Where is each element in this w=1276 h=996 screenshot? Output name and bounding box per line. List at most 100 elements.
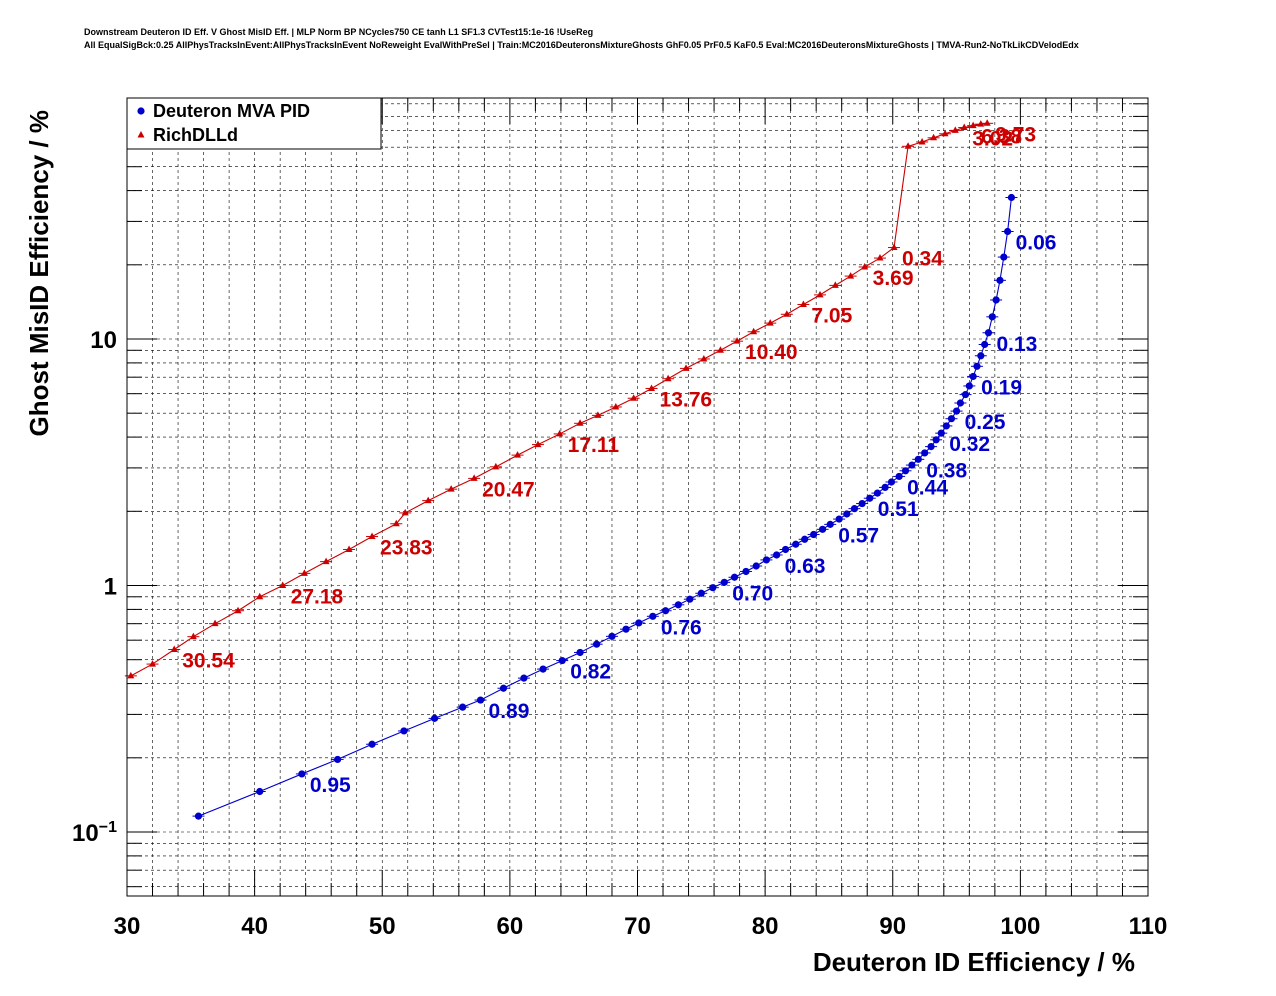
- data-point: [904, 142, 912, 149]
- data-point: [499, 684, 508, 692]
- data-point: [593, 640, 601, 648]
- legend: Deuteron MVA PID RichDLLd: [126, 97, 382, 150]
- data-point: [447, 485, 455, 492]
- data-point: [594, 411, 602, 418]
- data-point: [333, 755, 342, 764]
- data-point: [127, 671, 135, 679]
- data-point: [716, 346, 724, 353]
- point-label: 23.83: [380, 537, 433, 560]
- data-point: [941, 129, 949, 137]
- x-axis-title: Deuteron ID Efficiency / %: [813, 947, 1135, 977]
- data-point: [730, 573, 739, 581]
- data-point: [969, 372, 977, 381]
- data-point: [921, 449, 929, 457]
- data-point: [996, 276, 1004, 284]
- point-label: 0.51: [878, 498, 919, 521]
- series-layer: [124, 119, 1018, 820]
- point-label: 30.54: [182, 650, 235, 673]
- data-point: [752, 562, 760, 570]
- x-tick-label: 50: [369, 913, 396, 940]
- data-point: [981, 340, 989, 349]
- point-label: 3.69: [873, 267, 914, 290]
- data-point: [709, 584, 717, 592]
- data-point: [766, 319, 774, 326]
- data-point: [762, 556, 771, 564]
- data-point: [720, 578, 728, 586]
- data-point: [400, 727, 408, 735]
- data-point: [961, 390, 970, 399]
- data-point: [826, 520, 834, 528]
- data-point: [952, 407, 961, 415]
- legend-box: [126, 97, 382, 150]
- legend-marker-1: [137, 131, 145, 138]
- data-point: [539, 665, 547, 673]
- data-point: [861, 262, 869, 270]
- data-point: [300, 569, 308, 576]
- data-point: [459, 703, 467, 711]
- data-point: [895, 472, 903, 481]
- point-label: 0.13: [996, 333, 1037, 356]
- data-point: [914, 455, 922, 463]
- data-point: [983, 119, 991, 126]
- data-point: [520, 674, 528, 682]
- data-point: [801, 535, 809, 543]
- data-point: [697, 589, 705, 597]
- data-point: [901, 467, 910, 475]
- x-tick-label: 60: [497, 913, 524, 940]
- data-point: [792, 540, 800, 548]
- data-point: [1004, 227, 1012, 236]
- point-labels-layer: 0.95 0.89 0.82 0.76 0.70 0.63 0.57 0.510.440.38…: [182, 123, 1056, 797]
- data-point: [661, 607, 670, 615]
- data-point: [818, 525, 827, 533]
- data-point: [430, 714, 439, 722]
- data-point: [256, 787, 264, 796]
- data-point: [908, 461, 916, 469]
- data-point: [686, 595, 694, 603]
- y-tick-label: 10−1: [72, 819, 117, 847]
- x-tick-label: 40: [241, 913, 268, 940]
- x-tick-label: 70: [624, 913, 651, 940]
- data-point: [211, 619, 219, 627]
- data-point: [942, 422, 950, 430]
- data-point: [649, 612, 657, 620]
- data-point: [992, 296, 1000, 304]
- data-point: [189, 632, 197, 640]
- grid: [126, 98, 1149, 896]
- data-point: [858, 499, 866, 508]
- data-point: [843, 510, 851, 518]
- data-point: [322, 557, 330, 565]
- point-label: 0.63: [785, 555, 826, 578]
- data-point: [988, 313, 996, 321]
- data-point: [576, 419, 584, 426]
- data-point: [392, 519, 400, 527]
- data-point: [170, 645, 178, 653]
- data-point: [608, 632, 616, 640]
- y-tick-label: 1: [104, 574, 117, 601]
- data-point: [947, 415, 956, 423]
- data-point: [514, 451, 522, 458]
- data-point: [960, 123, 968, 131]
- legend-label-1: RichDLLd: [153, 125, 238, 145]
- data-point: [700, 354, 708, 362]
- data-point: [149, 660, 157, 667]
- point-label: 9.73: [995, 123, 1036, 146]
- data-point: [298, 770, 306, 778]
- point-label: 0.06: [1016, 231, 1057, 254]
- data-point: [831, 281, 839, 288]
- data-point: [835, 515, 843, 523]
- data-point: [630, 394, 638, 401]
- data-point: [674, 601, 682, 609]
- data-point: [556, 429, 564, 437]
- point-label: 0.34: [902, 248, 943, 271]
- x-tick-label: 110: [1129, 913, 1168, 940]
- data-point: [664, 374, 672, 382]
- x-tick-label: 100: [1000, 913, 1040, 940]
- data-point: [622, 625, 630, 633]
- data-point: [783, 310, 791, 317]
- data-point: [773, 551, 781, 559]
- point-label: 0.38: [926, 459, 967, 482]
- data-point: [984, 329, 993, 337]
- chart-title-line-2: All EqualSigBck:0.25 AllPhysTracksInEven…: [84, 40, 1079, 50]
- data-point: [866, 494, 874, 502]
